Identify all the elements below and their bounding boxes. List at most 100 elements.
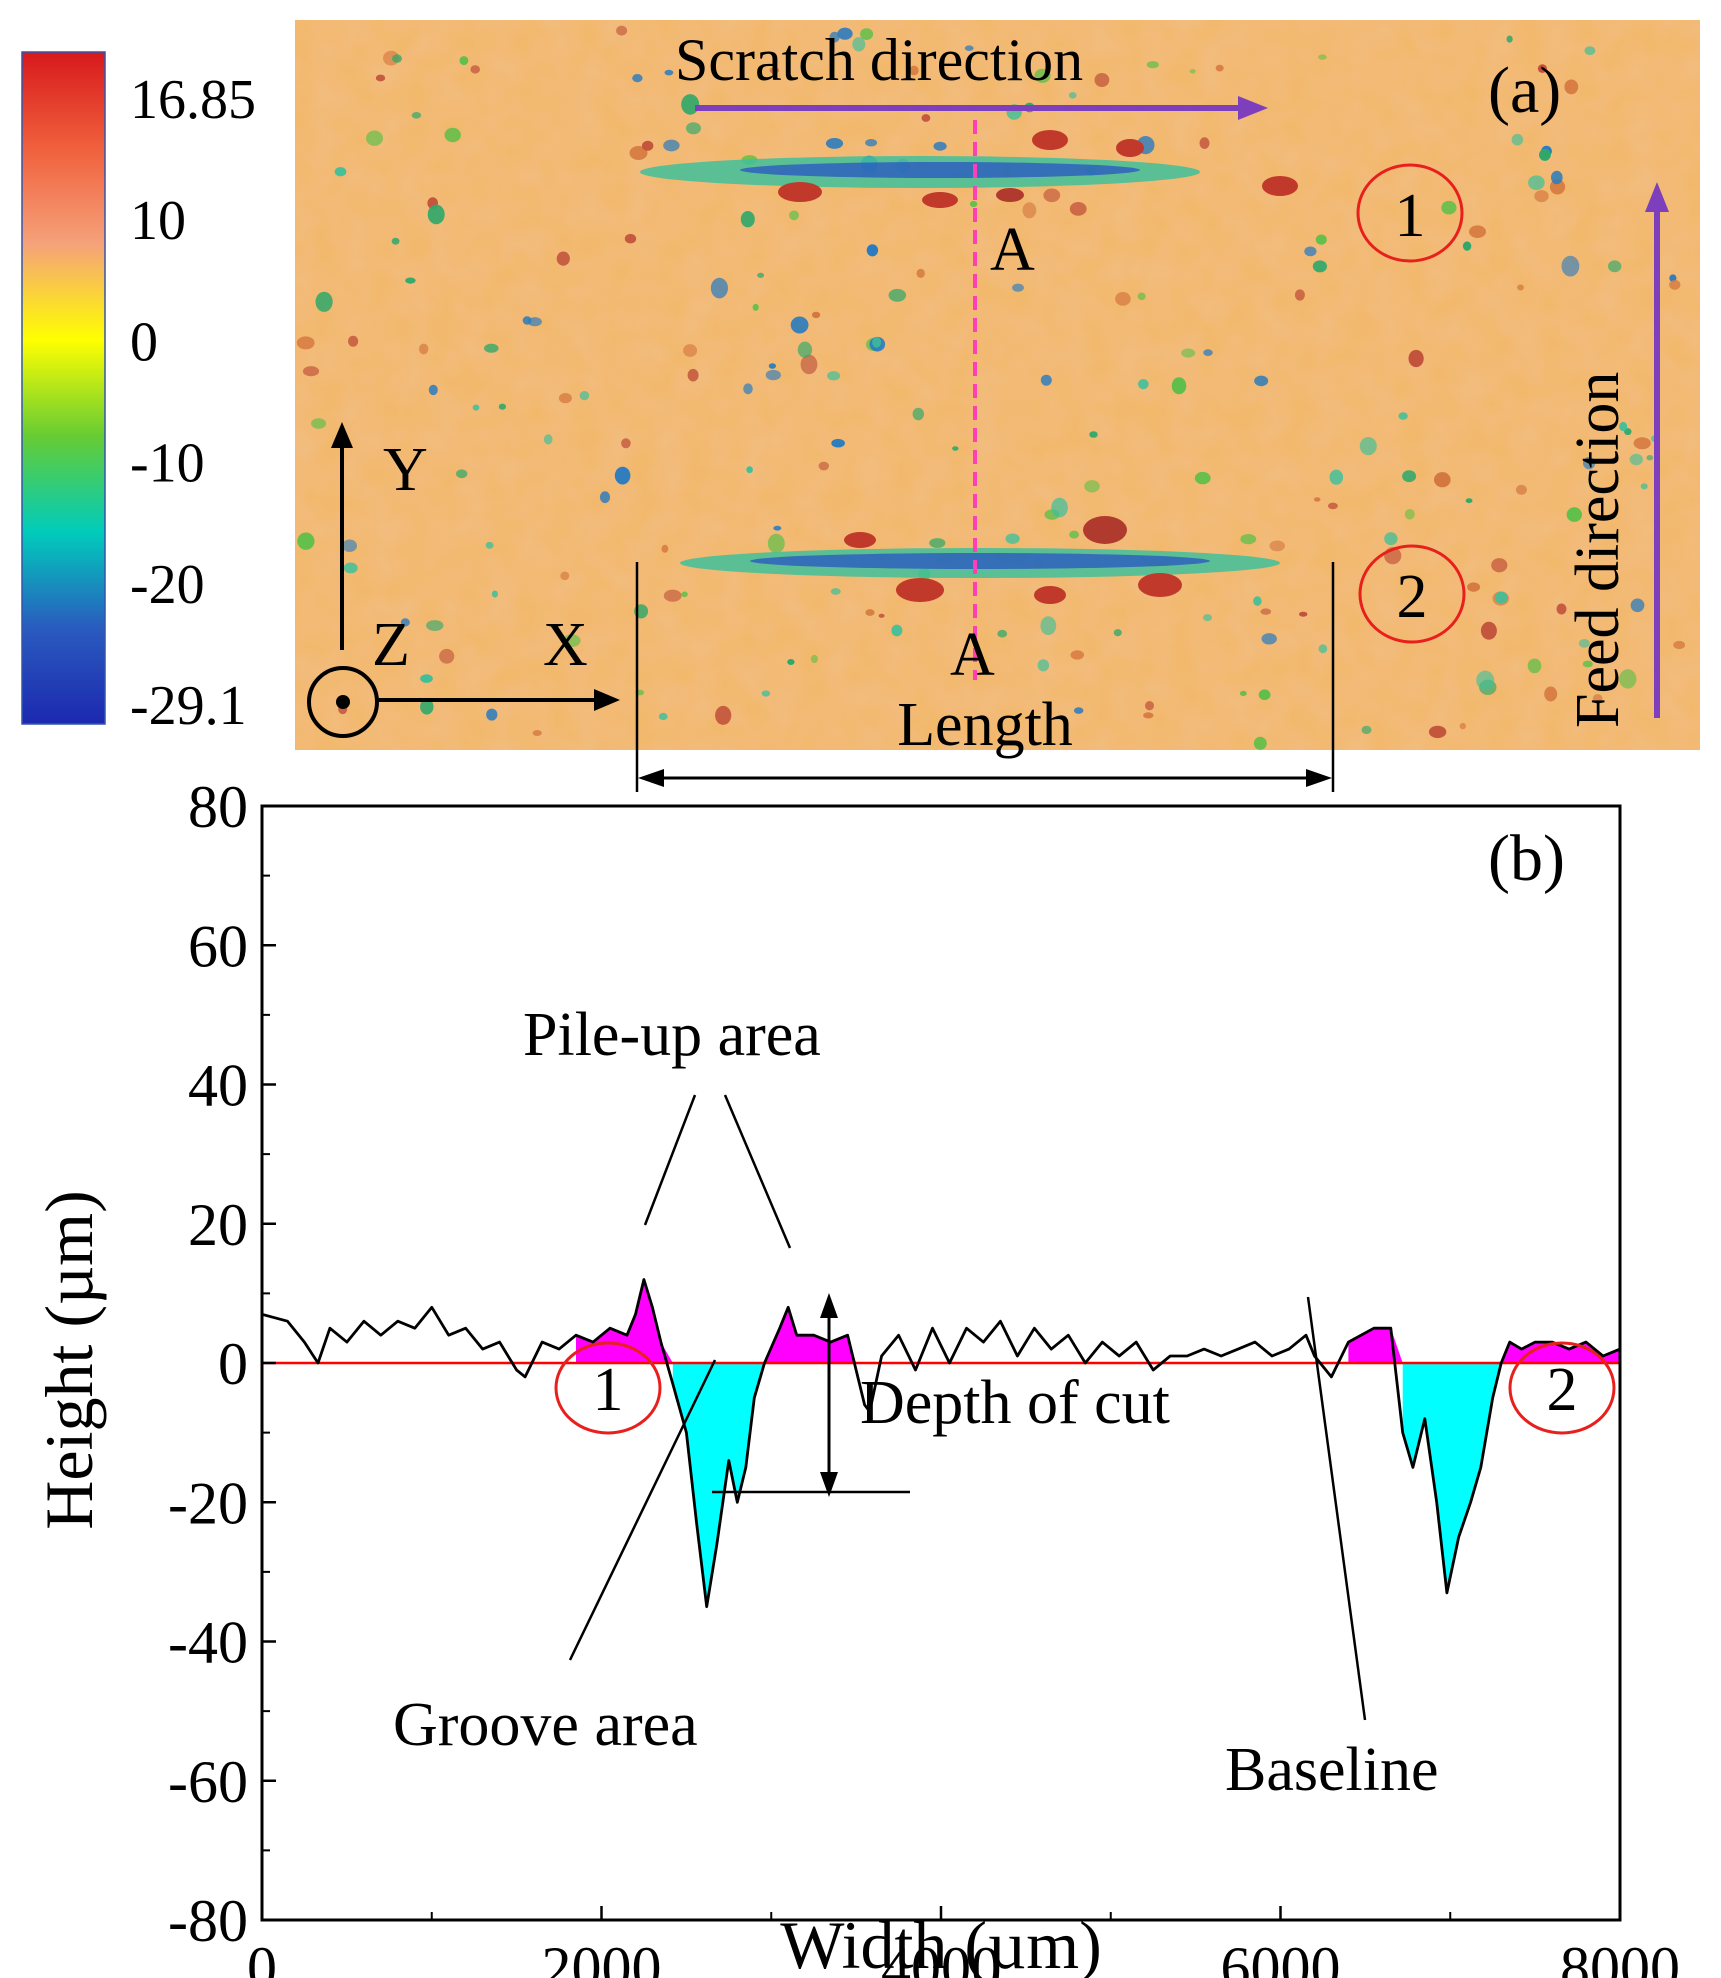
surface-speckle — [969, 200, 978, 208]
surface-speckle — [1608, 260, 1622, 273]
scratch-direction-arrowhead — [1238, 96, 1268, 120]
surface-speckle — [865, 139, 878, 147]
surface-speckle — [710, 277, 729, 299]
surface-speckle — [827, 371, 841, 381]
coordinate-axes: Y Z X — [307, 422, 620, 738]
surface-speckle — [456, 469, 468, 479]
surface-speckle — [768, 363, 777, 369]
surface-speckle — [1094, 73, 1110, 87]
x-axis-title: Width (µm) — [780, 1907, 1102, 1978]
surface-speckle — [1669, 279, 1681, 290]
length-label: Length — [897, 691, 1073, 759]
surface-speckle — [1566, 507, 1583, 522]
surface-speckle — [522, 316, 532, 325]
surface-speckle — [560, 571, 570, 581]
profile-scratch-1-circle — [554, 1341, 662, 1435]
surface-speckle — [1254, 375, 1269, 387]
surface-speckle — [375, 74, 386, 82]
surface-speckle — [1181, 348, 1196, 358]
x-tick-label: 6000 — [1221, 1935, 1341, 1978]
surface-speckle — [888, 288, 907, 302]
surface-speckle — [664, 69, 674, 76]
y-tick-label: 60 — [188, 913, 248, 979]
panel-b-label: (b) — [1488, 822, 1565, 895]
profile-layer — [262, 1278, 1620, 1609]
surface-speckle — [752, 303, 759, 311]
surface-speckle — [1402, 470, 1417, 483]
surface-speckle — [439, 648, 455, 664]
surface-speckle — [1527, 658, 1542, 674]
surface-speckle — [1240, 534, 1257, 545]
scratch-direction-label: Scratch direction — [675, 27, 1083, 93]
surface-speckle — [1199, 137, 1210, 149]
surface-speckle — [1258, 689, 1271, 700]
profile-scratch-2-label: 2 — [1547, 1356, 1578, 1424]
surface-speckle — [909, 65, 919, 76]
surface-speckle — [543, 434, 553, 445]
surface-speckle — [1491, 558, 1508, 573]
feed-direction-arrowhead — [1645, 182, 1669, 212]
scratch-1-label: 1 — [1395, 182, 1426, 250]
groove-leader — [568, 1359, 717, 1661]
surface-speckle — [860, 28, 874, 40]
surface-speckle — [743, 383, 753, 395]
surface-speckle — [1629, 453, 1644, 466]
surface-speckle — [916, 268, 925, 278]
surface-speckle — [1318, 644, 1328, 654]
surface-speckle — [891, 624, 903, 637]
profile-series-line — [262, 1278, 1620, 1609]
groove-region — [672, 1363, 765, 1607]
surface-speckle — [532, 730, 542, 736]
surface-speckle — [663, 589, 682, 602]
surface-speckle — [830, 588, 841, 595]
surface-speckle — [715, 705, 732, 725]
surface-speckle — [1465, 498, 1473, 504]
surface-speckle — [1384, 532, 1398, 546]
colorbar-ticks: 16.85 10 0 -10 -20 -29.1 — [130, 69, 256, 737]
surface-speckle — [825, 138, 844, 149]
surface-speckle — [1515, 484, 1527, 495]
surface-speckle — [1070, 650, 1085, 660]
y-axis-title: Height (µm) — [31, 1190, 107, 1529]
surface-speckle — [686, 122, 701, 135]
x-tick-label: 4000 — [881, 1935, 1001, 1978]
surface-speckle — [1239, 690, 1247, 697]
surface-speckle — [1428, 725, 1447, 739]
surface-speckle — [1034, 68, 1051, 83]
surface-speckle — [1619, 669, 1637, 689]
surface-speckle — [486, 708, 498, 721]
surface-speckle — [1556, 603, 1567, 615]
surface-speckle — [1476, 670, 1495, 690]
surface-speckle — [1203, 349, 1213, 356]
surface-speckle — [789, 210, 799, 221]
surface-speckle — [599, 491, 611, 504]
surface-speckle — [614, 466, 631, 485]
surface-speckle — [1469, 225, 1486, 238]
surface-speckle — [1313, 497, 1321, 502]
length-arrowhead-left — [638, 769, 664, 787]
surface-speckle — [767, 533, 785, 554]
surface-speckle — [1294, 289, 1305, 301]
surface-speckle — [485, 541, 494, 549]
surface-speckle — [878, 613, 885, 618]
surface-speckle — [400, 618, 410, 627]
surface-speckle — [1633, 437, 1651, 450]
surface-speckle — [334, 167, 347, 177]
surface-speckle — [1329, 469, 1344, 485]
surface-speckle — [1068, 92, 1077, 99]
surface-speckle — [1537, 64, 1547, 73]
y-tick-label: -40 — [168, 1610, 248, 1676]
depth-arrowhead-bottom — [820, 1472, 838, 1497]
surface-speckle — [761, 690, 771, 697]
surface-speckle — [663, 139, 680, 152]
depth-of-cut-annotation: Depth of cut — [860, 1369, 1170, 1437]
y-tick-label: 0 — [218, 1331, 248, 1397]
pile-up-leader-right — [723, 1094, 792, 1249]
surface-speckle — [428, 384, 438, 396]
surface-speckle — [1138, 379, 1149, 390]
surface-map — [295, 20, 1700, 750]
baseline-annotation: Baseline — [1225, 1736, 1439, 1804]
surface-speckle — [1673, 640, 1686, 650]
colorbar-tick-label: -29.1 — [130, 675, 247, 737]
surface-speckle — [773, 525, 782, 531]
